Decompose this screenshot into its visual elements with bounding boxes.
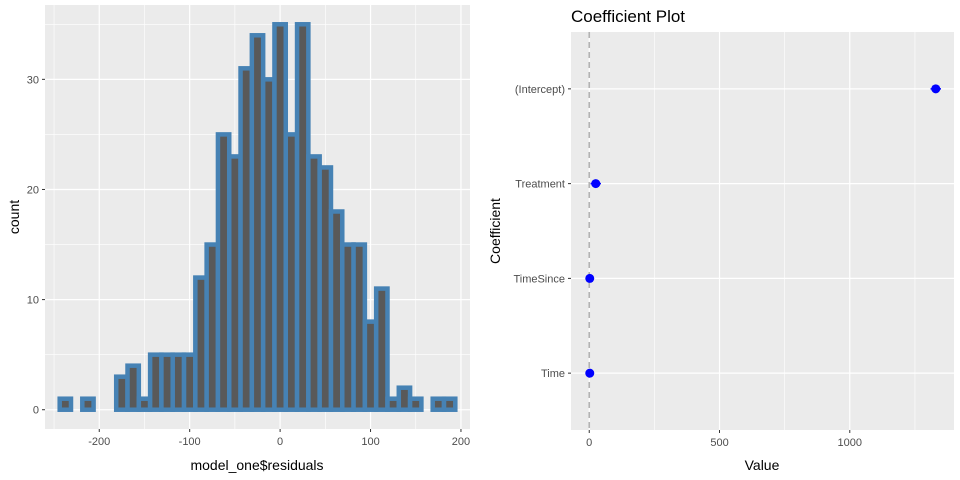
histogram-bar	[407, 396, 424, 412]
coefficient-y-tick-label: Treatment	[515, 179, 565, 191]
coefficient-x-axis-title: Value	[745, 457, 780, 473]
coefficient-points	[585, 84, 941, 378]
histogram-x-tick-label: 0	[277, 436, 283, 448]
coefficient-y-tick-label: TimeSince	[513, 273, 565, 285]
coefficient-x-tick-label: 1000	[838, 437, 862, 449]
coefficient-y-tick-label: Time	[541, 368, 565, 380]
histogram-bar	[57, 396, 74, 412]
histogram-y-axis-title: count	[6, 200, 22, 234]
coefficient-x-tick-label: 0	[586, 437, 592, 449]
coefficient-point	[585, 368, 595, 378]
coefficient-y-ticks: (Intercept) Treatment TimeSince Time	[513, 84, 571, 380]
histogram-x-tick-label: 100	[361, 436, 379, 448]
histogram-x-tick-label: 200	[452, 436, 470, 448]
coefficient-gridlines	[571, 32, 954, 430]
histogram-x-axis-title: model_one$residuals	[190, 457, 323, 473]
histogram-panel: 0 10 20 30 -200 -100 0 100 200 model_one$residu…	[6, 5, 470, 473]
histogram-x-ticks: -200 -100 0 100 200	[88, 429, 470, 448]
histogram-x-tick-label: -100	[179, 436, 201, 448]
coefficient-background	[571, 32, 954, 430]
histogram-bar	[125, 363, 142, 412]
histogram-x-tick-label: -200	[88, 436, 110, 448]
histogram-y-tick-label: 0	[33, 405, 39, 417]
histogram-y-tick-label: 10	[27, 295, 39, 307]
coefficient-plot-title: Coefficient Plot	[571, 7, 685, 26]
histogram-bars	[57, 22, 458, 412]
coefficient-point	[931, 84, 941, 94]
histogram-bar	[441, 396, 458, 412]
coefficient-point	[591, 179, 601, 189]
coefficient-x-ticks: 0 500 1000	[586, 430, 862, 449]
histogram-y-tick-label: 30	[27, 74, 39, 86]
coefficient-point	[585, 273, 595, 283]
coefficient-y-tick-label: (Intercept)	[515, 84, 565, 96]
histogram-bar	[80, 396, 96, 412]
coefficient-x-tick-label: 500	[710, 437, 728, 449]
coefficient-y-axis-title: Coefficient	[487, 198, 503, 264]
histogram-y-tick-label: 20	[27, 184, 39, 196]
coefficient-panel: Coefficient Plot (Intercept) Treatment Tim…	[487, 7, 954, 473]
histogram-bar	[373, 286, 390, 412]
histogram-y-ticks: 0 10 20 30	[27, 74, 45, 417]
